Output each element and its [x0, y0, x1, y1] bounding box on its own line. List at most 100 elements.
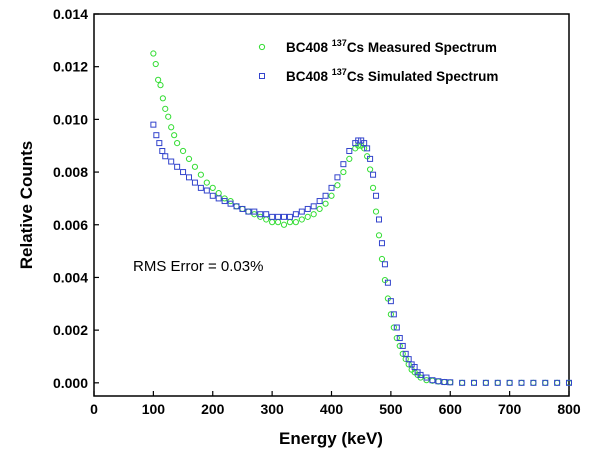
- point-s0-47: [375, 232, 383, 239]
- point-s1-66: [482, 379, 489, 386]
- point-s1-26: [292, 211, 299, 218]
- point-s0-33: [316, 205, 323, 213]
- point-s0-8: [171, 132, 178, 139]
- point-s0-45: [369, 184, 377, 191]
- legend-marker-measured: [258, 43, 266, 51]
- x-tick-label-2: 200: [201, 401, 225, 417]
- series-layer: [150, 50, 573, 386]
- point-s1-4: [162, 153, 169, 160]
- point-s1-34: [340, 161, 347, 168]
- point-s1-52: [399, 342, 406, 349]
- x-tick-label-8: 800: [557, 401, 581, 417]
- point-s1-11: [203, 187, 210, 194]
- point-s1-13: [215, 195, 222, 202]
- point-s1-28: [304, 205, 311, 212]
- point-s1-24: [281, 213, 287, 220]
- y-tick-label-2: 0.004: [53, 269, 88, 285]
- point-s1-25: [286, 213, 293, 220]
- y-tick-label-1: 0.002: [53, 322, 88, 338]
- point-s1-44: [376, 216, 382, 223]
- point-s0-5: [162, 105, 169, 112]
- point-s1-65: [471, 379, 477, 386]
- point-s1-9: [191, 179, 198, 186]
- point-s1-70: [530, 379, 537, 386]
- point-s0-14: [203, 179, 210, 186]
- point-s1-68: [506, 379, 513, 386]
- point-s0-12: [191, 163, 199, 170]
- point-s1-59: [423, 374, 430, 381]
- point-s1-72: [554, 379, 561, 386]
- point-s1-35: [346, 147, 353, 154]
- point-s1-7: [180, 169, 187, 176]
- point-s1-30: [316, 198, 323, 205]
- legend: BC408 137Cs Measured Spectrum BC408 137C…: [258, 38, 498, 84]
- series-simulated: [150, 121, 572, 386]
- point-s1-19: [251, 208, 258, 215]
- point-s1-29: [310, 203, 317, 210]
- point-s1-48: [387, 298, 394, 305]
- point-s1-60: [429, 377, 436, 384]
- y-tick-label-4: 0.008: [53, 164, 88, 180]
- point-s0-27: [280, 221, 288, 228]
- point-s1-71: [542, 379, 549, 386]
- point-s1-10: [197, 184, 204, 191]
- x-tick-label-0: 0: [90, 401, 98, 417]
- x-tick-label-4: 400: [320, 401, 344, 417]
- point-s1-47: [384, 279, 391, 286]
- point-s1-45: [378, 240, 385, 247]
- point-s1-40: [364, 145, 371, 152]
- point-s1-49: [390, 311, 397, 318]
- point-s1-12: [209, 192, 216, 199]
- point-s0-34: [322, 200, 329, 207]
- point-s1-58: [417, 371, 424, 378]
- point-s0-31: [304, 213, 311, 220]
- point-s1-0: [150, 121, 157, 128]
- point-s1-16: [233, 203, 240, 210]
- legend-label-simulated: BC408 137Cs Simulated Spectrum: [286, 67, 498, 84]
- point-s1-32: [328, 184, 335, 191]
- plot-area: [93, 13, 570, 397]
- point-s1-1: [153, 132, 160, 139]
- point-s1-22: [269, 213, 276, 220]
- point-s0-11: [185, 155, 193, 162]
- point-s1-21: [263, 211, 270, 218]
- point-s0-3: [157, 82, 164, 89]
- point-s1-64: [459, 379, 466, 386]
- point-s1-42: [370, 171, 377, 178]
- point-s0-37: [340, 168, 347, 176]
- point-s0-30: [298, 216, 305, 223]
- point-s0-4: [159, 95, 166, 102]
- point-s0-1: [152, 60, 159, 68]
- ticks-layer: 0 100 200 300 400 500 600 700 800 0.000 0.002 0.004…: [53, 6, 581, 417]
- point-s1-8: [186, 174, 192, 181]
- x-tick-label-5: 500: [379, 401, 403, 417]
- point-s1-67: [494, 379, 501, 386]
- point-s1-63: [447, 379, 454, 386]
- point-s0-6: [165, 113, 172, 120]
- rms-error-annotation: RMS Error = 0.03%: [133, 258, 263, 275]
- point-s1-5: [168, 158, 175, 165]
- y-axis-title: Relative Counts: [17, 141, 36, 269]
- point-s0-35: [328, 192, 335, 199]
- point-s0-0: [150, 50, 157, 57]
- point-s1-15: [227, 200, 234, 207]
- y-tick-label-7: 0.014: [53, 6, 88, 22]
- point-s0-15: [209, 184, 216, 191]
- point-s0-10: [179, 147, 187, 155]
- y-tick-label-0: 0.000: [53, 375, 88, 391]
- point-s0-13: [197, 171, 204, 178]
- x-tick-label-7: 700: [498, 401, 522, 417]
- x-axis-title: Energy (keV): [279, 429, 383, 448]
- legend-marker-simulated: [259, 73, 265, 79]
- point-s1-14: [221, 198, 228, 205]
- point-s0-7: [168, 124, 175, 131]
- point-s1-73: [566, 379, 572, 386]
- point-s1-31: [322, 192, 329, 199]
- legend-label-measured: BC408 137Cs Measured Spectrum: [286, 38, 497, 55]
- point-s1-23: [275, 213, 282, 220]
- point-s0-38: [346, 155, 353, 162]
- point-s1-46: [381, 261, 388, 268]
- point-s1-2: [156, 140, 163, 147]
- y-tick-label-3: 0.006: [53, 217, 88, 233]
